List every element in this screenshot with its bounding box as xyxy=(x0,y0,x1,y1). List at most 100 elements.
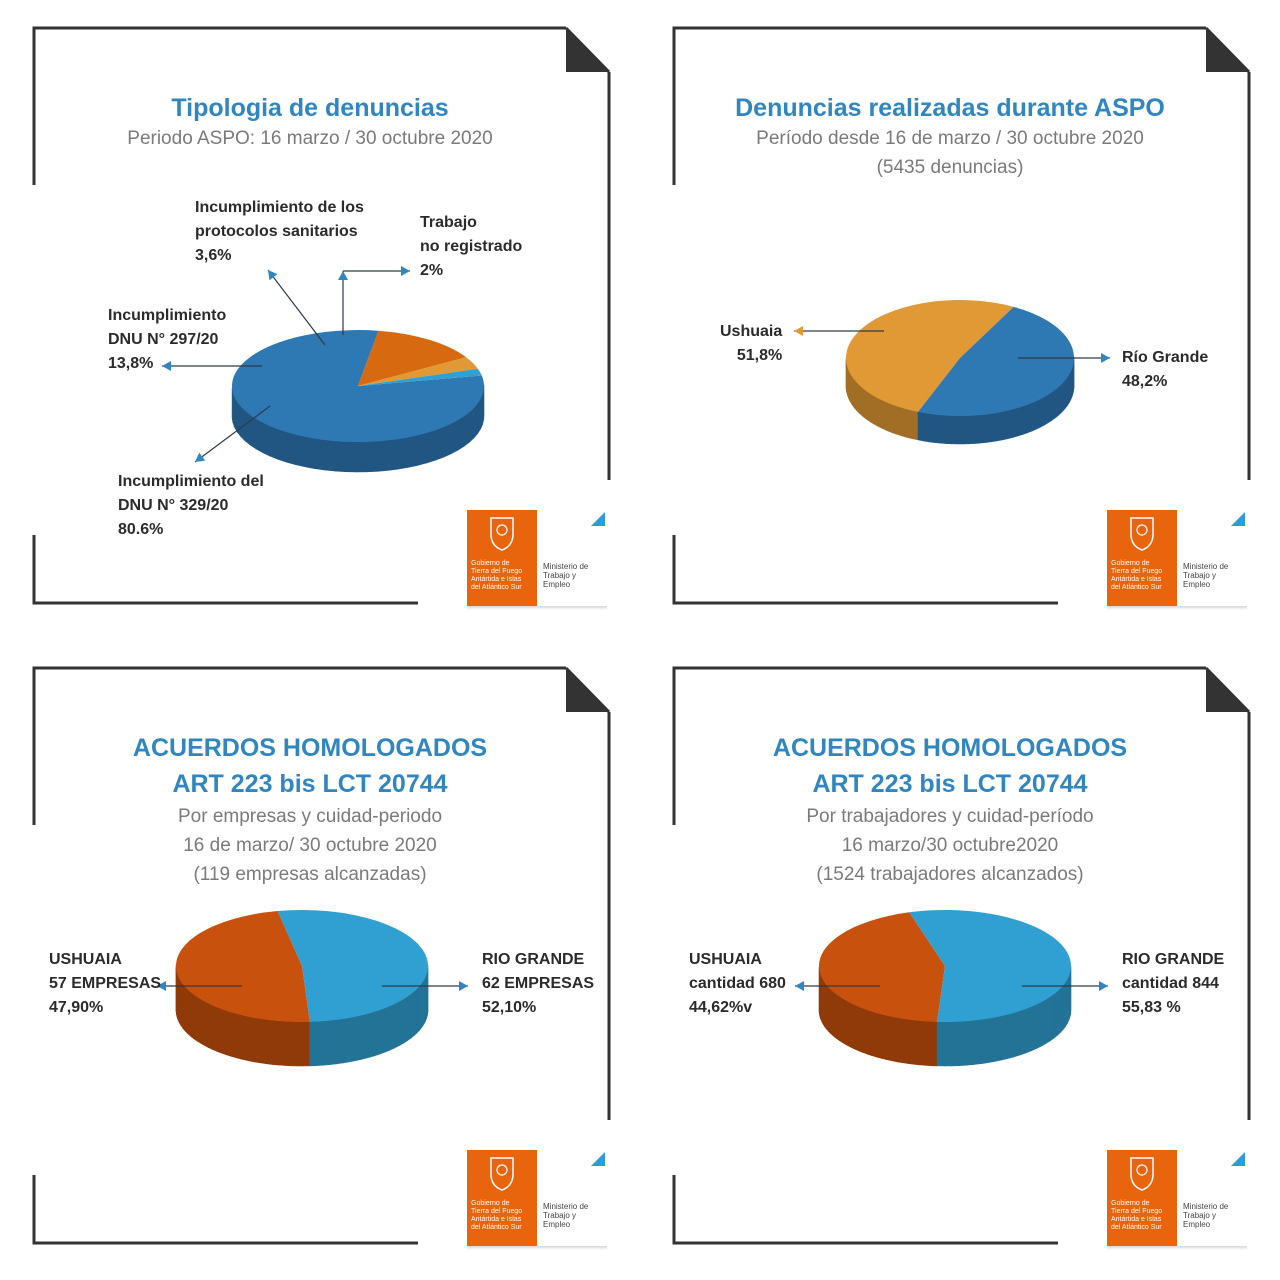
label-rio-grande: RIO GRANDE cantidad 844 55,83 % xyxy=(1122,951,1225,1016)
pie-slice-side xyxy=(324,439,336,472)
pie-slice-side xyxy=(323,1020,331,1066)
pie-slice-side xyxy=(1057,987,1061,1037)
pie-slice-side xyxy=(968,415,975,445)
pie-slice-side xyxy=(278,1020,285,1066)
pie-slice-side xyxy=(856,381,860,414)
pie-slice-side xyxy=(203,1000,209,1048)
pie-slice-side xyxy=(930,1021,938,1067)
pie-slice-side xyxy=(377,440,389,472)
pie-slice-side xyxy=(226,1010,233,1057)
panel-frame xyxy=(32,666,611,1245)
pie-slice-side xyxy=(851,375,855,409)
label-rio-grande: RIO GRANDE 62 EMPRESAS 52,10% xyxy=(482,951,595,1016)
pie-slice-side xyxy=(343,1017,351,1064)
pie-slice-side xyxy=(895,405,902,437)
label-ushuaia: Ushuaia 51,8% xyxy=(720,323,783,364)
ministry-logo: Gobierno de Tierra del Fuego Antártida e I… xyxy=(1107,510,1247,610)
pie-slice-side xyxy=(1062,981,1066,1031)
pie-slice-side xyxy=(473,402,478,439)
pie-slice-side xyxy=(1035,1001,1042,1050)
pie-slice-side xyxy=(886,401,892,433)
ministry-logo: Gobierno de Tierra del Fuego Antártida e I… xyxy=(467,1150,607,1250)
pie-slice-side xyxy=(857,1006,863,1053)
pie-slice-side xyxy=(891,1016,898,1063)
pie-slice-side xyxy=(886,1015,893,1062)
pie-slice-side xyxy=(830,989,834,1037)
pie-slice-side xyxy=(237,401,242,438)
pie-slice-side xyxy=(996,411,1003,442)
pie-slice xyxy=(909,910,1071,1022)
label-trabajo-no-registrado: Trabajo no registrado 2% xyxy=(420,214,523,279)
pie-slice-side xyxy=(934,414,941,444)
pie-slice-side xyxy=(1054,386,1059,419)
pie-slice-side xyxy=(277,428,287,463)
pie-slice-side xyxy=(192,993,197,1042)
pie-slice-side xyxy=(410,990,415,1039)
pie-slice-side xyxy=(477,397,481,435)
pie-slice xyxy=(277,910,428,1022)
pie-slice-side xyxy=(974,414,981,444)
pie-slice-side xyxy=(221,1008,228,1056)
leader-line xyxy=(194,405,271,463)
label-dnu-329: Incumplimiento del DNU N° 329/20 80.6% xyxy=(118,473,264,538)
pie-slice-side xyxy=(407,434,418,468)
pie-slice-side xyxy=(912,410,919,441)
pie-slice-side xyxy=(866,1009,872,1056)
pie-slice-side xyxy=(387,438,399,471)
pie-slice-side xyxy=(962,415,970,445)
shield-icon xyxy=(490,517,514,551)
arrow-head-icon xyxy=(162,361,171,371)
pie-slice-side xyxy=(271,1020,279,1066)
pie-slice-side xyxy=(314,438,326,471)
arrow-head-icon xyxy=(401,266,410,276)
government-emblem: Gobierno de Tierra del Fuego Antártida e I… xyxy=(467,1150,537,1246)
pie-slice-side xyxy=(1036,398,1041,430)
pie-slice-side xyxy=(480,394,483,430)
government-emblem: Gobierno de Tierra del Fuego Antártida e I… xyxy=(467,510,537,606)
pie-slice-side xyxy=(286,431,296,466)
pie-slice-side xyxy=(1045,996,1051,1045)
pie-slice-side xyxy=(876,1012,882,1059)
pie-slice-side xyxy=(290,1021,298,1067)
pie-slice-side xyxy=(373,1009,380,1057)
pie-slice-side xyxy=(901,407,908,438)
pie-slice-side xyxy=(231,388,234,423)
pie-slice-side xyxy=(184,986,188,1035)
pie-slice-side xyxy=(345,441,357,473)
pie-slice-side xyxy=(397,437,409,470)
pie-slice-side xyxy=(985,413,992,443)
pie-slice-side xyxy=(356,441,368,473)
ministry-logo: Gobierno de Tierra del Fuego Antártida e I… xyxy=(1107,1150,1247,1250)
pie-slice-side xyxy=(255,418,264,454)
pie-slice-side xyxy=(890,403,897,435)
shield-icon xyxy=(1130,1157,1154,1191)
pie-slice-side xyxy=(443,423,452,458)
chart-subtitle: Por trabajadores y cuidad-período 16 marz… xyxy=(806,806,1094,885)
pie-slice-side xyxy=(849,1002,855,1050)
pie-slice-side xyxy=(248,1016,255,1063)
pie-slice-side xyxy=(242,1015,249,1062)
pie-slice-side xyxy=(951,1021,960,1067)
pie-slice-side xyxy=(945,415,952,445)
ministry-name: Ministerio de Trabajo y Empleo xyxy=(543,1202,589,1229)
pie-slice-side xyxy=(1065,376,1069,409)
panel-frame xyxy=(672,666,1251,1245)
pie-slice-side xyxy=(295,434,306,468)
pie-slice-side xyxy=(334,440,347,473)
pie-slice-side xyxy=(991,412,998,443)
pie-slice-side xyxy=(212,1004,218,1052)
label-protocolos: Incumplimiento de los protocolos sanitari… xyxy=(195,199,364,264)
pie-slice-side xyxy=(253,1017,261,1064)
pie-slice-side xyxy=(216,1006,223,1054)
pie-slice-side xyxy=(944,1021,953,1067)
pie-slice xyxy=(175,911,310,1022)
pie-slice-side xyxy=(828,986,832,1035)
pie-slice-side xyxy=(296,1021,304,1067)
corner-triangle-icon xyxy=(1231,1152,1245,1166)
arrow-head-icon xyxy=(338,271,348,280)
pie-slice-side xyxy=(1053,990,1058,1039)
government-emblem: Gobierno de Tierra del Fuego Antártida e I… xyxy=(1107,1150,1177,1246)
pie-slice-side xyxy=(917,411,924,442)
corner-triangle-icon xyxy=(1231,512,1245,526)
chart-panel-2: Denuncias realizadas durante ASPO Períod… xyxy=(640,0,1280,640)
